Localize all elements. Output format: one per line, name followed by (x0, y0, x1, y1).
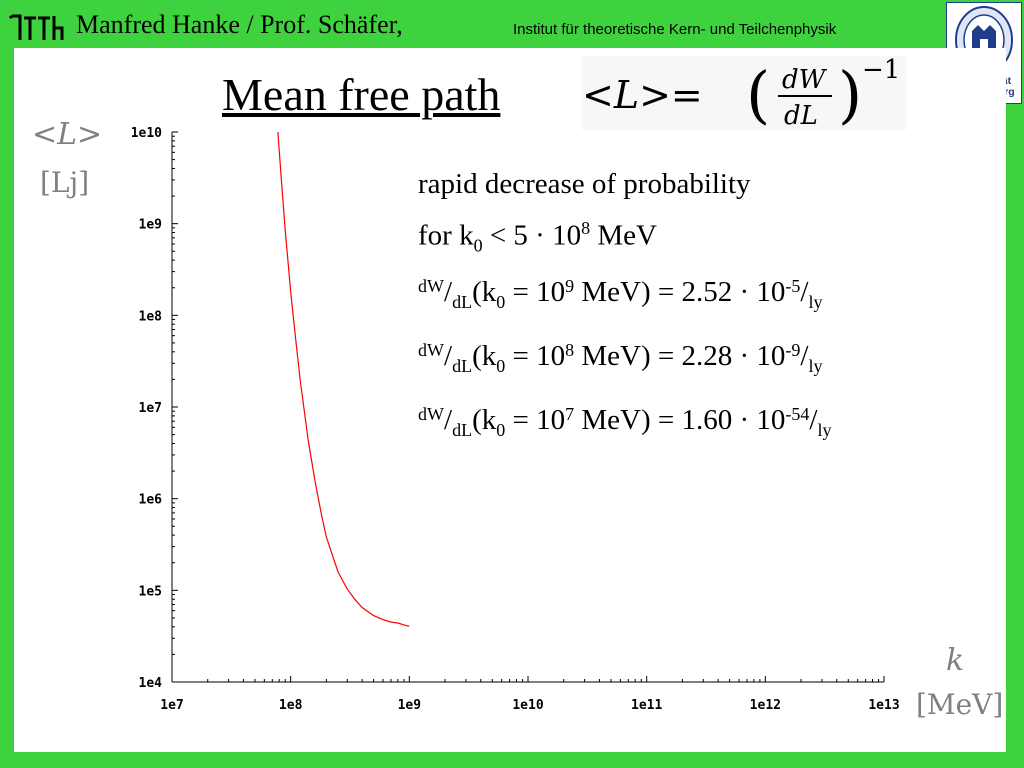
ratio-k-open: (k (472, 404, 497, 436)
ratio-value-exponent: -9 (785, 340, 801, 360)
formula-denominator: dL (784, 101, 818, 130)
ratio-unit-slash: / (800, 340, 809, 372)
formula-close-paren: ) (838, 58, 862, 130)
ratio-slash: / (444, 404, 453, 436)
slide-title: Mean free path (222, 69, 501, 120)
ratio-unit: ly (808, 292, 823, 312)
ratio-unit-slash: / (800, 276, 809, 308)
ratio-line-1: dW/dL(k0 = 109 MeV) = 2.52 · 10-5/ly (418, 276, 822, 313)
ratio-value-exponent: -54 (785, 404, 810, 424)
ratio-value: MeV) = 2.28 · 10 (574, 340, 786, 372)
formula-exponent: −1 (862, 56, 900, 85)
ratio-equals: = 10 (505, 276, 566, 308)
formula-open-paren: ( (746, 58, 770, 130)
text-line-rapid-decrease: rapid decrease of probability (418, 168, 751, 200)
threshold-subscript: 0 (473, 235, 483, 256)
mean-free-path-formula: <L>= ( dW dL ) −1 (582, 56, 906, 130)
ratio-k-subscript: 0 (496, 356, 506, 376)
ratio-slash: / (444, 340, 453, 372)
text-line-threshold: for k0 < 5 · 108 MeV (418, 218, 657, 256)
ratio-line-3: dW/dL(k0 = 107 MeV) = 1.60 · 10-54/ly (418, 404, 831, 441)
slide-canvas (14, 48, 1006, 752)
author-line: Manfred Hanke / Prof. Schäfer, (76, 10, 403, 39)
ratio-denominator: dL (452, 356, 473, 376)
ratio-equals: = 10 (505, 404, 566, 436)
ratio-k-open: (k (472, 340, 497, 372)
ratio-unit: ly (817, 420, 832, 440)
institute-name: Institut für theoretische Kern- und Teil… (513, 21, 837, 38)
ratio-slash: / (444, 276, 453, 308)
threshold-prefix: for k (418, 219, 474, 252)
ratio-equals: = 10 (505, 340, 566, 372)
ratio-unit: ly (808, 356, 823, 376)
ratio-denominator: dL (452, 420, 473, 440)
formula-numerator: dW (782, 65, 828, 95)
header-bar: Manfred Hanke / Prof. Schäfer, Institut … (0, 0, 1024, 104)
formula-lhs: <L>= (582, 73, 703, 117)
ratio-value: MeV) = 1.60 · 10 (574, 404, 786, 436)
ratio-numerator: dW (418, 276, 444, 296)
ratio-k-subscript: 0 (496, 420, 506, 440)
threshold-exponent: 8 (581, 218, 591, 238)
ratio-unit-slash: / (809, 404, 818, 436)
ratio-k-open: (k (472, 276, 497, 308)
ratio-value-exponent: -5 (785, 276, 801, 296)
ratio-numerator: dW (418, 340, 444, 360)
ratio-denominator: dL (452, 292, 473, 312)
ratio-k-exponent: 8 (565, 340, 575, 360)
ratio-k-exponent: 9 (565, 276, 575, 296)
ratio-line-2: dW/dL(k0 = 108 MeV) = 2.28 · 10-9/ly (418, 340, 822, 377)
ratio-numerator: dW (418, 404, 444, 424)
ittp-logo (8, 14, 64, 40)
ratio-k-subscript: 0 (496, 292, 506, 312)
threshold-unit: MeV (590, 219, 657, 252)
threshold-middle: < 5 · 10 (482, 219, 582, 252)
ratio-value: MeV) = 2.52 · 10 (574, 276, 786, 308)
ratio-k-exponent: 7 (565, 404, 575, 424)
